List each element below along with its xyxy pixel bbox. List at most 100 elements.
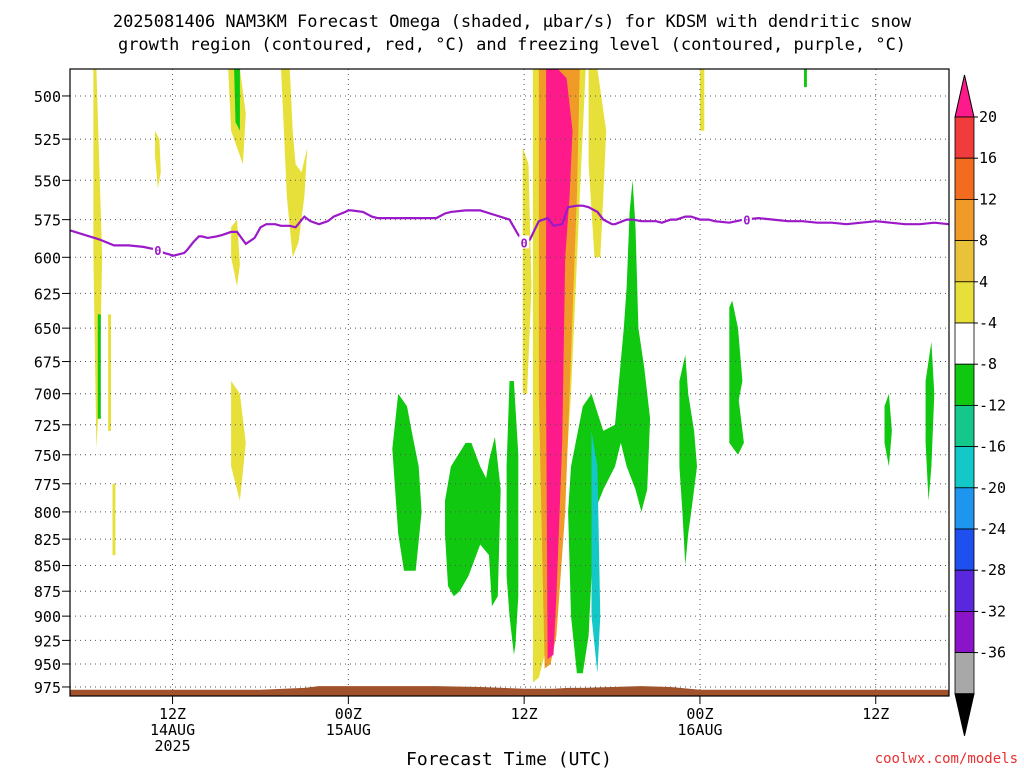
freezing-level-label-2: 0 bbox=[743, 213, 750, 227]
y-tick-label-550: 550 bbox=[34, 172, 61, 190]
y-tick-label-600: 600 bbox=[34, 249, 61, 267]
y-tick-label-775: 775 bbox=[34, 476, 61, 494]
colorbar-bin-14 bbox=[954, 652, 975, 695]
omega-region-6 bbox=[231, 381, 246, 501]
colorbar-bin-3 bbox=[954, 198, 975, 241]
colorbar-label-2: 12 bbox=[979, 190, 997, 208]
y-tick-label-700: 700 bbox=[34, 386, 61, 404]
colorbar-label-0: 20 bbox=[979, 108, 997, 126]
colorbar-label-7: -12 bbox=[979, 396, 1006, 414]
omega-region-0 bbox=[108, 314, 111, 431]
omega-region-12 bbox=[522, 147, 532, 394]
omega-region-24 bbox=[729, 393, 744, 455]
colorbar-label-9: -20 bbox=[979, 479, 1006, 497]
colorbar-bin-8 bbox=[954, 404, 975, 447]
colorbar-bottom-arrow bbox=[954, 693, 975, 736]
colorbar-label-10: -24 bbox=[979, 520, 1006, 538]
omega-region-21 bbox=[700, 69, 705, 131]
omega-region-5 bbox=[231, 219, 240, 287]
colorbar-label-12: -32 bbox=[979, 602, 1006, 620]
colorbar-label-13: -36 bbox=[979, 644, 1006, 662]
chart-title-line-2: growth region (contoured, red, °C) and f… bbox=[118, 35, 906, 55]
y-tick-label-875: 875 bbox=[34, 583, 61, 601]
y-tick-label-500: 500 bbox=[34, 88, 61, 106]
omega-region-11 bbox=[445, 436, 501, 607]
colorbar-bin-5 bbox=[954, 281, 975, 324]
colorbar-label-8: -16 bbox=[979, 438, 1006, 456]
y-tick-label-925: 925 bbox=[34, 632, 61, 650]
colorbar-bin-10 bbox=[954, 487, 975, 530]
y-tick-label-800: 800 bbox=[34, 504, 61, 522]
x-tick-label-36-0: 12Z bbox=[511, 705, 538, 723]
terrain-fill bbox=[70, 686, 949, 696]
omega-region-18 bbox=[588, 69, 607, 258]
colorbar-bin-1 bbox=[954, 116, 975, 159]
y-tick-label-650: 650 bbox=[34, 320, 61, 338]
y-tick-label-725: 725 bbox=[34, 417, 61, 435]
x-tick-label-24-1: 15AUG bbox=[326, 721, 371, 739]
omega-region-14 bbox=[506, 381, 519, 655]
x-tick-label-60-0: 12Z bbox=[862, 705, 889, 723]
colorbar-bin-2 bbox=[954, 157, 975, 200]
freezing-level-label-1: 0 bbox=[521, 236, 528, 250]
colorbar-bin-12 bbox=[954, 569, 975, 612]
y-tick-label-825: 825 bbox=[34, 531, 61, 549]
colorbar-bin-7 bbox=[954, 363, 975, 406]
colorbar-label-5: -4 bbox=[979, 314, 997, 332]
colorbar-bin-4 bbox=[954, 240, 975, 283]
colorbar-label-4: 4 bbox=[979, 273, 988, 291]
y-tick-label-575: 575 bbox=[34, 212, 61, 230]
freezing-level-contour: 0 0 0 bbox=[70, 204, 949, 258]
y-tick-label-525: 525 bbox=[34, 131, 61, 149]
x-axis-label: Forecast Time (UTC) bbox=[406, 749, 612, 768]
y-axis-pressure-ticks: 500 525 550 575 600 625 650 675 700 725 750 775 800 8… bbox=[34, 88, 70, 697]
y-tick-label-675: 675 bbox=[34, 354, 61, 372]
plot-area-frame bbox=[69, 68, 950, 697]
colorbar-label-3: 8 bbox=[979, 232, 988, 250]
omega-region-9 bbox=[281, 69, 308, 258]
freezing-level-label-bg-2 bbox=[741, 212, 752, 226]
omega-region-26 bbox=[884, 393, 892, 467]
y-tick-label-625: 625 bbox=[34, 285, 61, 303]
omega-region-3 bbox=[112, 483, 116, 556]
y-tick-label-850: 850 bbox=[34, 558, 61, 576]
omega-region-22 bbox=[679, 355, 697, 566]
freezing-level-label-bg-1 bbox=[519, 235, 530, 249]
colorbar-top-arrow bbox=[954, 74, 975, 118]
omega-region-8 bbox=[234, 69, 240, 131]
omega-shaded-regions bbox=[93, 69, 935, 683]
y-tick-label-750: 750 bbox=[34, 447, 61, 465]
omega-region-27 bbox=[925, 341, 935, 501]
omega-region-25 bbox=[804, 69, 807, 88]
colorbar-label-1: 16 bbox=[979, 149, 997, 167]
omega-region-23 bbox=[729, 300, 743, 419]
freezing-level-line bbox=[70, 204, 949, 257]
y-tick-label-950: 950 bbox=[34, 656, 61, 674]
colorbar-bin-13 bbox=[954, 611, 975, 654]
freezing-level-label-0: 0 bbox=[154, 244, 161, 258]
x-tick-label-12-0: 12Z bbox=[159, 705, 186, 723]
y-tick-label-900: 900 bbox=[34, 608, 61, 626]
colorbar-bin-9 bbox=[954, 446, 975, 489]
colorbar-bin-11 bbox=[954, 528, 975, 571]
x-tick-label-24-0: 00Z bbox=[335, 705, 362, 723]
credit-text: coolwx.com/models bbox=[875, 751, 1018, 767]
omega-colorbar: 20 16 12 8 4 -4 -8 -12 -16 -20 -24 -28 -32 -36 bbox=[954, 74, 1006, 736]
colorbar-bin-6 bbox=[954, 322, 975, 365]
omega-region-2 bbox=[97, 314, 101, 419]
y-tick-label-975: 975 bbox=[34, 679, 61, 697]
x-tick-label-48-0: 00Z bbox=[686, 705, 713, 723]
freezing-level-label-bg-0 bbox=[152, 242, 163, 256]
terrain-layer bbox=[70, 686, 949, 696]
colorbar-label-6: -8 bbox=[979, 355, 997, 373]
colorbar-label-11: -28 bbox=[979, 561, 1006, 579]
omega-region-4 bbox=[155, 130, 161, 189]
omega-region-19 bbox=[568, 180, 651, 674]
x-tick-label-48-1: 16AUG bbox=[677, 721, 722, 739]
omega-region-20 bbox=[591, 430, 601, 674]
x-tick-label-12-1: 14AUG bbox=[150, 721, 195, 739]
omega-region-10 bbox=[392, 393, 422, 571]
chart-title-line-1: 2025081406 NAM3KM Forecast Omega (shaded… bbox=[113, 12, 912, 32]
